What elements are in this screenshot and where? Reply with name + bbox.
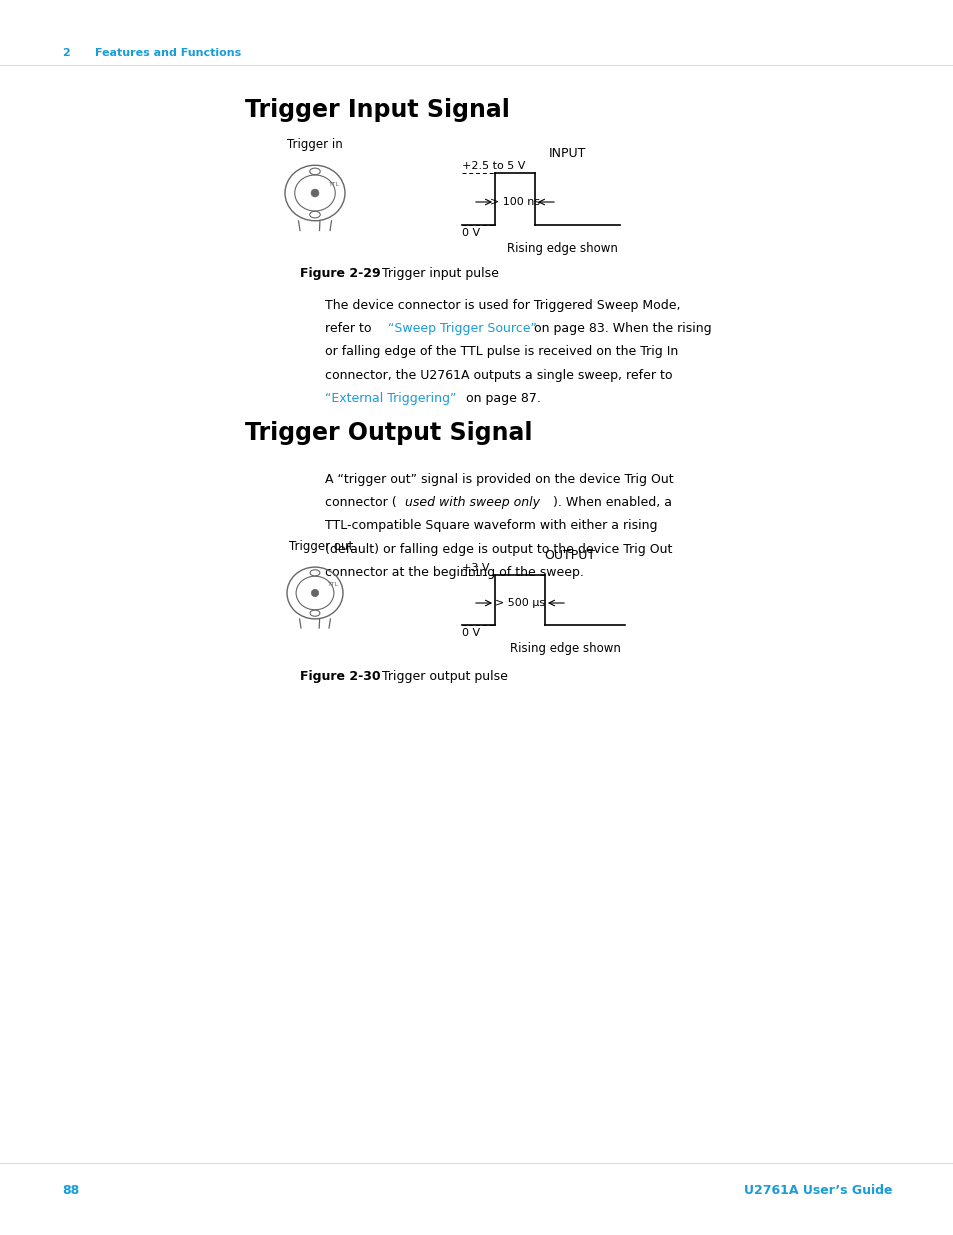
Text: > 500 μs: > 500 μs	[495, 598, 544, 608]
Text: TTL: TTL	[328, 182, 339, 186]
Text: 2: 2	[62, 48, 70, 58]
Text: Trigger out: Trigger out	[289, 540, 353, 553]
Text: +3 V: +3 V	[461, 563, 489, 573]
Text: +2.5 to 5 V: +2.5 to 5 V	[461, 161, 525, 170]
Text: on page 87.: on page 87.	[461, 391, 540, 405]
Text: used with sweep only: used with sweep only	[405, 496, 539, 509]
Text: Trigger Output Signal: Trigger Output Signal	[245, 421, 532, 445]
Text: Trigger input pulse: Trigger input pulse	[381, 267, 498, 280]
Text: “Sweep Trigger Source”: “Sweep Trigger Source”	[388, 322, 537, 335]
Text: Trigger in: Trigger in	[287, 138, 342, 151]
Text: > 100 ns: > 100 ns	[490, 198, 539, 207]
Text: Trigger Input Signal: Trigger Input Signal	[245, 98, 509, 122]
Text: (default) or falling edge is output to the device Trig Out: (default) or falling edge is output to t…	[325, 542, 672, 556]
Text: TTL-compatible Square waveform with either a rising: TTL-compatible Square waveform with eith…	[325, 520, 657, 532]
Circle shape	[311, 189, 318, 196]
Text: connector (: connector (	[325, 496, 396, 509]
Text: Features and Functions: Features and Functions	[95, 48, 241, 58]
Text: Rising edge shown: Rising edge shown	[507, 242, 618, 254]
Text: INPUT: INPUT	[548, 147, 585, 161]
Text: ). When enabled, a: ). When enabled, a	[553, 496, 671, 509]
Text: connector, the U2761A outputs a single sweep, refer to: connector, the U2761A outputs a single s…	[325, 368, 672, 382]
Text: “External Triggering”: “External Triggering”	[325, 391, 456, 405]
Text: 0 V: 0 V	[461, 629, 479, 638]
Text: U2761A User’s Guide: U2761A User’s Guide	[742, 1183, 891, 1197]
Text: OUTPUT: OUTPUT	[544, 550, 595, 562]
Text: connector at the beginning of the sweep.: connector at the beginning of the sweep.	[325, 566, 583, 579]
Text: or falling edge of the TTL pulse is received on the Trig In: or falling edge of the TTL pulse is rece…	[325, 346, 678, 358]
Circle shape	[311, 589, 318, 597]
Text: Rising edge shown: Rising edge shown	[509, 642, 619, 655]
Text: TTL: TTL	[327, 582, 338, 587]
Text: A “trigger out” signal is provided on the device Trig Out: A “trigger out” signal is provided on th…	[325, 473, 673, 487]
Text: 88: 88	[62, 1183, 79, 1197]
Text: The device connector is used for Triggered Sweep Mode,: The device connector is used for Trigger…	[325, 299, 679, 312]
Text: 0 V: 0 V	[461, 228, 479, 238]
Text: Figure 2-30: Figure 2-30	[299, 671, 380, 683]
Text: refer to: refer to	[325, 322, 375, 335]
Text: on page 83. When the rising: on page 83. When the rising	[530, 322, 711, 335]
Text: Trigger output pulse: Trigger output pulse	[381, 671, 507, 683]
Text: Figure 2-29: Figure 2-29	[299, 267, 380, 280]
